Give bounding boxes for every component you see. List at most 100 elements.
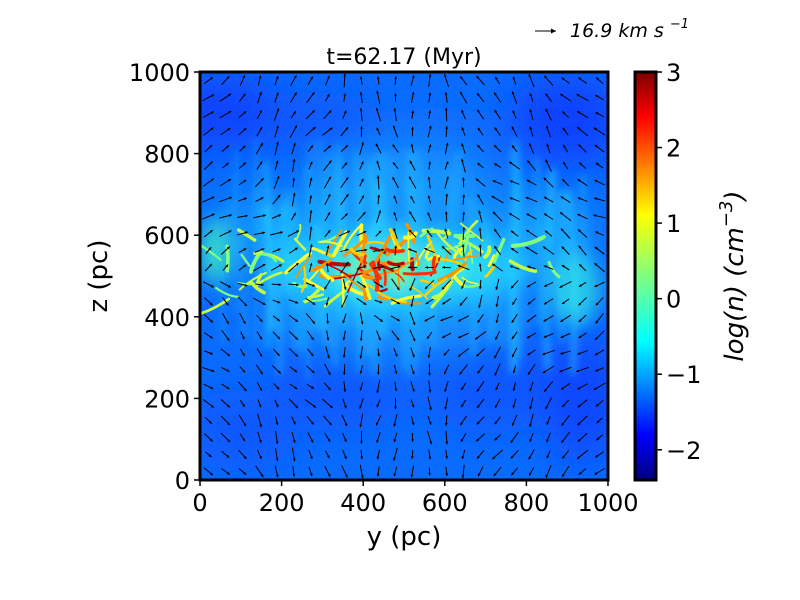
velocity-arrow (322, 127, 333, 136)
velocity-arrow (529, 109, 534, 120)
velocity-arrow (577, 77, 588, 84)
velocity-arrow (274, 447, 279, 462)
velocity-arrow (305, 297, 316, 306)
velocity-arrow (376, 449, 381, 460)
velocity-arrow (356, 230, 367, 237)
velocity-arrow (221, 450, 230, 459)
velocity-arrow (461, 143, 466, 154)
velocity-arrow (390, 265, 401, 270)
velocity-arrow (342, 398, 347, 409)
velocity-arrow (275, 416, 279, 425)
velocity-arrow (444, 161, 449, 170)
colorbar-tick-label: 0 (666, 286, 681, 314)
velocity-arrow (443, 364, 450, 375)
velocity-arrow (544, 230, 553, 237)
velocity-arrow (527, 363, 536, 376)
velocity-arrow (394, 76, 398, 85)
velocity-arrow (359, 346, 364, 359)
velocity-arrow (578, 297, 587, 306)
velocity-arrow (428, 363, 431, 376)
velocity-arrow (359, 398, 364, 409)
velocity-arrow (306, 416, 315, 425)
velocity-arrow (376, 379, 381, 394)
velocity-arrow (222, 162, 229, 169)
velocity-arrow (444, 415, 448, 426)
velocity-arrow (326, 330, 330, 341)
velocity-arrow (494, 416, 501, 425)
velocity-arrow (358, 195, 365, 204)
velocity-arrow (359, 76, 363, 85)
velocity-arrow (288, 299, 299, 304)
velocity-arrow (359, 91, 363, 104)
velocity-arrow (219, 93, 232, 102)
velocity-arrow (461, 464, 465, 479)
velocity-arrow (325, 346, 330, 359)
velocity-arrow (410, 399, 415, 408)
velocity-arrow (462, 194, 466, 205)
velocity-arrow (343, 381, 347, 392)
velocity-arrow (340, 261, 349, 274)
velocity-arrow (445, 126, 449, 137)
velocity-arrow (222, 264, 229, 271)
velocity-arrow (291, 142, 296, 155)
velocity-arrow (202, 94, 215, 101)
velocity-arrow (511, 331, 518, 340)
velocity-arrow (441, 332, 452, 339)
velocity-arrow (510, 247, 519, 254)
velocity-arrow (428, 380, 432, 393)
velocity-arrow (203, 161, 214, 170)
velocity-arrow (578, 263, 587, 272)
velocity-arrow (323, 145, 332, 152)
velocity-arrow (219, 110, 232, 119)
velocity-arrow (494, 398, 501, 409)
velocity-arrow (475, 178, 486, 187)
velocity-arrow (476, 416, 485, 425)
velocity-arrow (220, 415, 231, 426)
velocity-arrow (239, 74, 246, 87)
velocity-arrow (325, 262, 329, 273)
velocity-arrow (376, 160, 381, 171)
velocity-arrow (393, 364, 398, 375)
velocity-arrow (460, 399, 467, 408)
velocity-arrow (459, 415, 468, 426)
quiver-key: 16.9 km s −1 (535, 17, 689, 42)
velocity-arrow (342, 279, 347, 290)
velocity-arrow (360, 449, 364, 460)
velocity-arrow (593, 127, 606, 136)
velocity-arrow (559, 93, 572, 102)
velocity-arrow (594, 246, 605, 255)
velocity-arrow (526, 281, 537, 288)
velocity-arrow (340, 144, 349, 153)
velocity-arrow (560, 383, 571, 390)
velocity-arrow (324, 211, 331, 222)
velocity-arrow (511, 347, 518, 358)
velocity-arrow (444, 211, 448, 222)
velocity-arrow (594, 262, 605, 273)
velocity-arrow (561, 246, 570, 255)
x-tick-label: 1000 (577, 489, 638, 517)
velocity-arrow (289, 383, 298, 390)
velocity-arrow (377, 348, 381, 357)
velocity-arrow (428, 467, 431, 476)
velocity-arrow (427, 396, 432, 411)
velocity-arrow (305, 126, 316, 137)
velocity-arrow (359, 141, 365, 156)
velocity-arrow (256, 126, 263, 137)
velocity-arrow (359, 330, 363, 341)
velocity-arrow (324, 363, 331, 376)
velocity-arrow (359, 382, 364, 391)
velocity-arrow (444, 107, 448, 122)
y-axis-label: z (pc) (84, 240, 114, 313)
velocity-arrow (410, 295, 415, 308)
velocity-arrow (309, 226, 313, 241)
velocity-arrow (410, 364, 415, 375)
velocity-arrow (410, 450, 414, 459)
velocity-arrow (543, 333, 554, 338)
velocity-arrow (528, 143, 535, 154)
velocity-arrow (221, 366, 230, 373)
velocity-arrow (478, 279, 482, 290)
colorbar-tick-label: 3 (666, 59, 681, 87)
velocity-arrow (323, 176, 332, 189)
velocity-arrow (238, 449, 247, 460)
velocity-arrow (492, 180, 503, 185)
